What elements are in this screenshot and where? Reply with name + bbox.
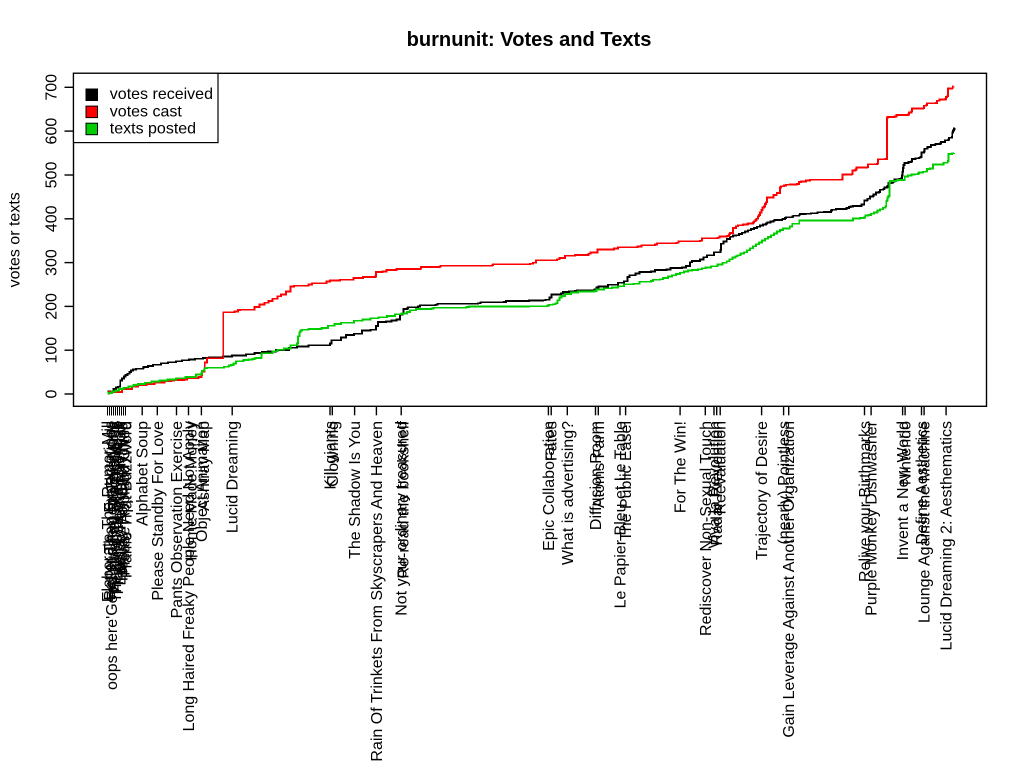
svg-text:500: 500	[44, 162, 61, 189]
svg-text:700: 700	[44, 74, 61, 101]
svg-text:300: 300	[44, 249, 61, 276]
svg-text:Le Papier Bleu et Le Table: Le Papier Bleu et Le Table	[613, 421, 630, 609]
svg-text:The Shadow Is You: The Shadow Is You	[347, 421, 364, 559]
svg-text:Purple Monkey Dishwasher: Purple Monkey Dishwasher	[864, 420, 881, 615]
svg-text:100: 100	[44, 337, 61, 364]
svg-text:Lucid Dreaming 2: Aesthematics: Lucid Dreaming 2: Aesthematics	[939, 421, 956, 650]
svg-text:votes received: votes received	[110, 86, 213, 103]
svg-text:200: 200	[44, 293, 61, 320]
svg-text:Epic Collaboration: Epic Collaboration	[541, 421, 558, 551]
svg-text:Relive your Birthmarks: Relive your Birthmarks	[857, 421, 874, 582]
svg-text:For The Win!: For The Win!	[673, 421, 690, 513]
svg-text:Please Standby For Love: Please Standby For Love	[150, 421, 167, 601]
svg-text:Gain Leverage Against Another: Gain Leverage Against Another Organizati…	[781, 421, 798, 738]
svg-text:Hooray For Everything: Hooray For Everything	[114, 421, 131, 581]
svg-text:Atoms Farm: Atoms Farm	[591, 421, 608, 508]
svg-text:Diffusion Room: Diffusion Room	[588, 421, 605, 530]
svg-text:votes cast: votes cast	[110, 103, 183, 120]
svg-text:What is advertising?: What is advertising?	[560, 421, 577, 565]
svg-text:Elaborate The Rumor Mill: Elaborate The Rumor Mill	[100, 421, 117, 602]
svg-text:burnunit: Votes and Texts: burnunit: Votes and Texts	[407, 29, 652, 51]
svg-text:(nearly) Pointless: (nearly) Pointless	[776, 421, 793, 545]
svg-text:Lucid Dreaming: Lucid Dreaming	[225, 421, 242, 533]
svg-text:Finger Painting Exercise: Finger Painting Exercise	[110, 421, 127, 595]
svg-text:The Public Easel: The Public Easel	[618, 421, 635, 541]
svg-text:Long Haired Freaky People Need: Long Haired Freaky People Need Not Apply	[181, 421, 198, 731]
svg-text:votes or texts: votes or texts	[6, 192, 23, 287]
svg-text:Better Than Expectations: Better Than Expectations	[102, 421, 119, 600]
svg-text:Object Animation: Object Animation	[194, 421, 211, 542]
svg-text:Trajectory of Desire: Trajectory of Desire	[754, 421, 771, 560]
svg-text:400: 400	[44, 205, 61, 232]
svg-text:Elusive Perfection Now: Elusive Perfection Now	[112, 421, 129, 586]
svg-text:0: 0	[44, 389, 61, 398]
svg-text:Nintendo: Nintendo	[898, 421, 915, 485]
svg-text:Fates: Fates	[544, 421, 561, 461]
svg-text:Not your ordinary treasured: Not your ordinary treasured	[394, 421, 411, 616]
svg-text:Please Applaud Often: Please Applaud Often	[116, 421, 133, 576]
svg-text:Kill giants: Kill giants	[323, 421, 340, 489]
svg-text:600: 600	[44, 118, 61, 145]
svg-text:texts posted: texts posted	[110, 120, 196, 137]
svg-text:Reevaluation: Reevaluation	[713, 421, 730, 514]
svg-text:Rain Of Trinkets From Skyscrap: Rain Of Trinkets From Skyscrapers And He…	[369, 421, 386, 762]
svg-text:Frame That Buzzword: Frame That Buzzword	[118, 421, 135, 578]
svg-text:oops here'Good Judgement Every: oops here'Good Judgement Everyone	[104, 421, 121, 690]
svg-text:Re-read the bookshelf: Re-read the bookshelf	[396, 420, 413, 578]
svg-text:Rediscover Non-Sexual Touch: Rediscover Non-Sexual Touch	[698, 421, 715, 636]
svg-text:Radar Prevention: Radar Prevention	[709, 421, 726, 546]
svg-text:Define Aesthetics: Define Aesthetics	[914, 421, 931, 545]
svg-text:The Fine Art of Nonsense: The Fine Art of Nonsense	[108, 421, 125, 603]
svg-text:Lounge Against the Machine: Lounge Against the Machine	[917, 421, 934, 623]
svg-text:Clowning: Clowning	[325, 421, 342, 487]
svg-text:Viva la Revolution: Viva la Revolution	[707, 421, 724, 549]
svg-text:Invent a New World: Invent a New World	[895, 421, 912, 560]
svg-text:Alphabet Soup: Alphabet Soup	[135, 421, 152, 526]
svg-text:Ashtray Map: Ashtray Map	[196, 421, 213, 511]
svg-text:Pants Observation Exercise: Pants Observation Exercise	[169, 421, 186, 619]
svg-text:Home Made Money: Home Made Money	[184, 421, 201, 561]
svg-text:Accidental Mischief Day: Accidental Mischief Day	[106, 421, 123, 591]
